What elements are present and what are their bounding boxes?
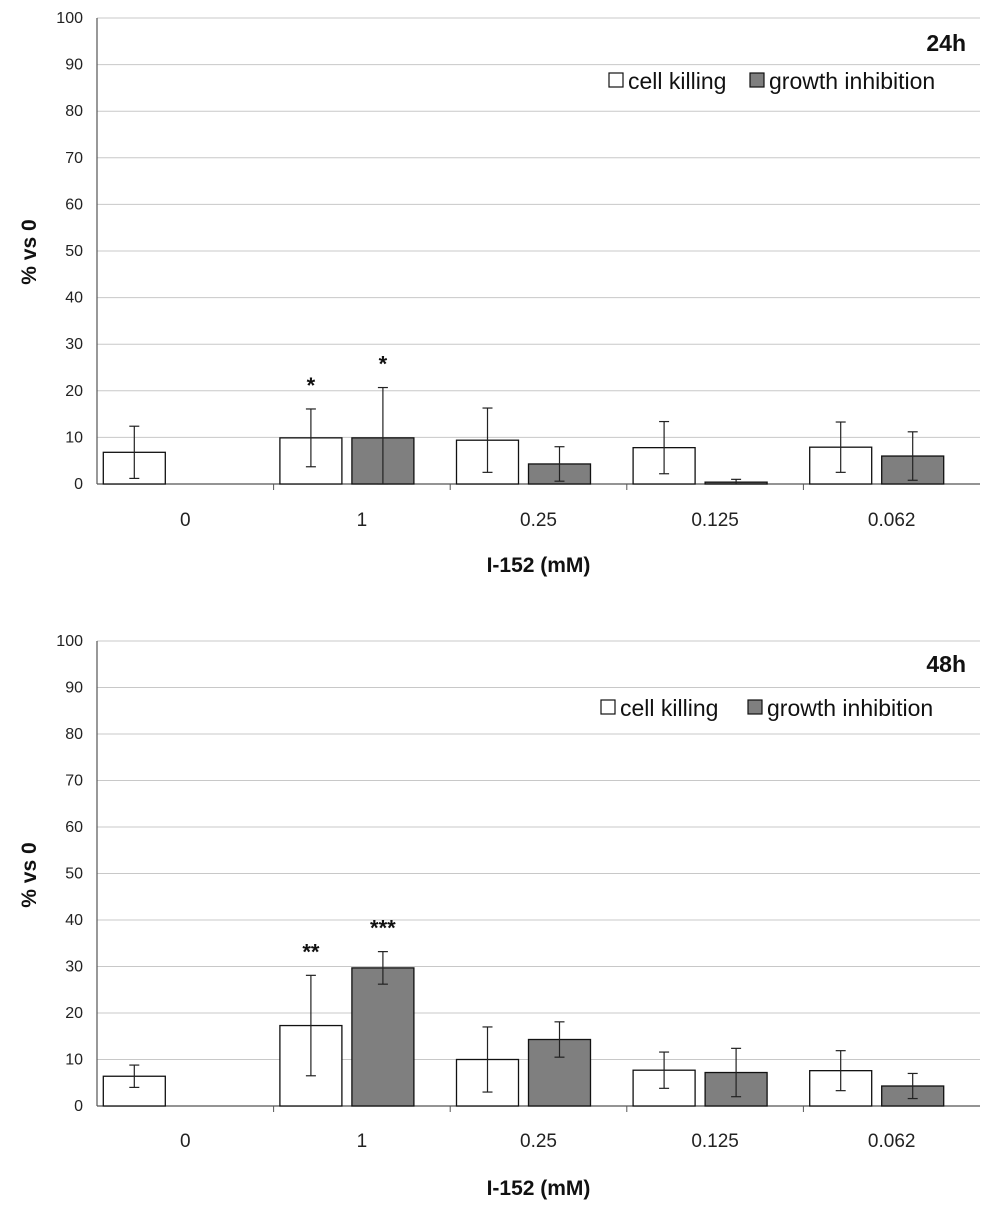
legend-swatch-cell-killing [600, 699, 616, 715]
x-tick-label: 0 [180, 510, 191, 531]
legend-swatch-growth-inhibition [747, 699, 763, 715]
x-tick-label: 0.125 [691, 510, 739, 531]
y-tick-label: 70 [65, 773, 83, 790]
x-tick-label: 0.25 [520, 1131, 557, 1152]
significance-marker: ** [302, 939, 320, 964]
y-tick-label: 90 [65, 680, 83, 697]
panel-title: 48h [926, 651, 966, 677]
y-axis-title: % vs 0 [18, 842, 41, 907]
x-tick-label: 0.062 [868, 510, 916, 531]
y-tick-label: 70 [65, 150, 83, 167]
x-tick-label: 0.125 [691, 1131, 739, 1152]
y-tick-label: 40 [65, 290, 83, 307]
x-axis-title: I-152 (mM) [487, 1177, 591, 1200]
y-tick-label: 0 [74, 1098, 83, 1115]
x-tick-label: 0.25 [520, 510, 557, 531]
y-axis-title: % vs 0 [18, 219, 41, 284]
y-tick-label: 80 [65, 726, 83, 743]
significance-marker: * [379, 352, 388, 377]
chart-panel-24h: 0 10 20 30 40 50 60 70 80 90 100 0 1 * * 0.25 0.125 0.062… [18, 10, 980, 577]
legend-swatch-growth-inhibition [749, 72, 765, 88]
y-tick-label: 50 [65, 866, 83, 883]
y-tick-label: 30 [65, 336, 83, 353]
x-axis-title: I-152 (mM) [487, 554, 591, 577]
y-tick-label: 60 [65, 196, 83, 213]
y-tick-label: 10 [65, 429, 83, 446]
significance-marker: * [307, 373, 316, 398]
panel-title: 24h [926, 30, 966, 56]
legend-swatch-cell-killing [608, 72, 624, 88]
legend-label-cell-killing: cell killing [628, 68, 726, 94]
y-tick-label: 40 [65, 912, 83, 929]
legend-label-growth-inhibition: growth inhibition [769, 68, 935, 94]
x-tick-label: 1 [357, 1131, 368, 1152]
y-tick-label: 10 [65, 1052, 83, 1069]
bar-growth-inhibition-1 [351, 967, 415, 1107]
y-tick-label: 100 [56, 633, 83, 650]
y-tick-label: 20 [65, 383, 83, 400]
y-tick-label: 0 [74, 476, 83, 493]
y-tick-label: 20 [65, 1005, 83, 1022]
y-tick-label: 30 [65, 959, 83, 976]
legend-label-growth-inhibition: growth inhibition [767, 695, 933, 721]
significance-marker: *** [370, 916, 396, 941]
legend-label-cell-killing: cell killing [620, 695, 718, 721]
x-tick-label: 0.062 [868, 1131, 916, 1152]
x-tick-label: 0 [180, 1131, 191, 1152]
x-tick-label: 1 [357, 510, 368, 531]
y-tick-label: 50 [65, 243, 83, 260]
y-tick-label: 100 [56, 10, 83, 27]
y-tick-label: 60 [65, 819, 83, 836]
y-tick-label: 90 [65, 57, 83, 74]
y-tick-label: 80 [65, 103, 83, 120]
